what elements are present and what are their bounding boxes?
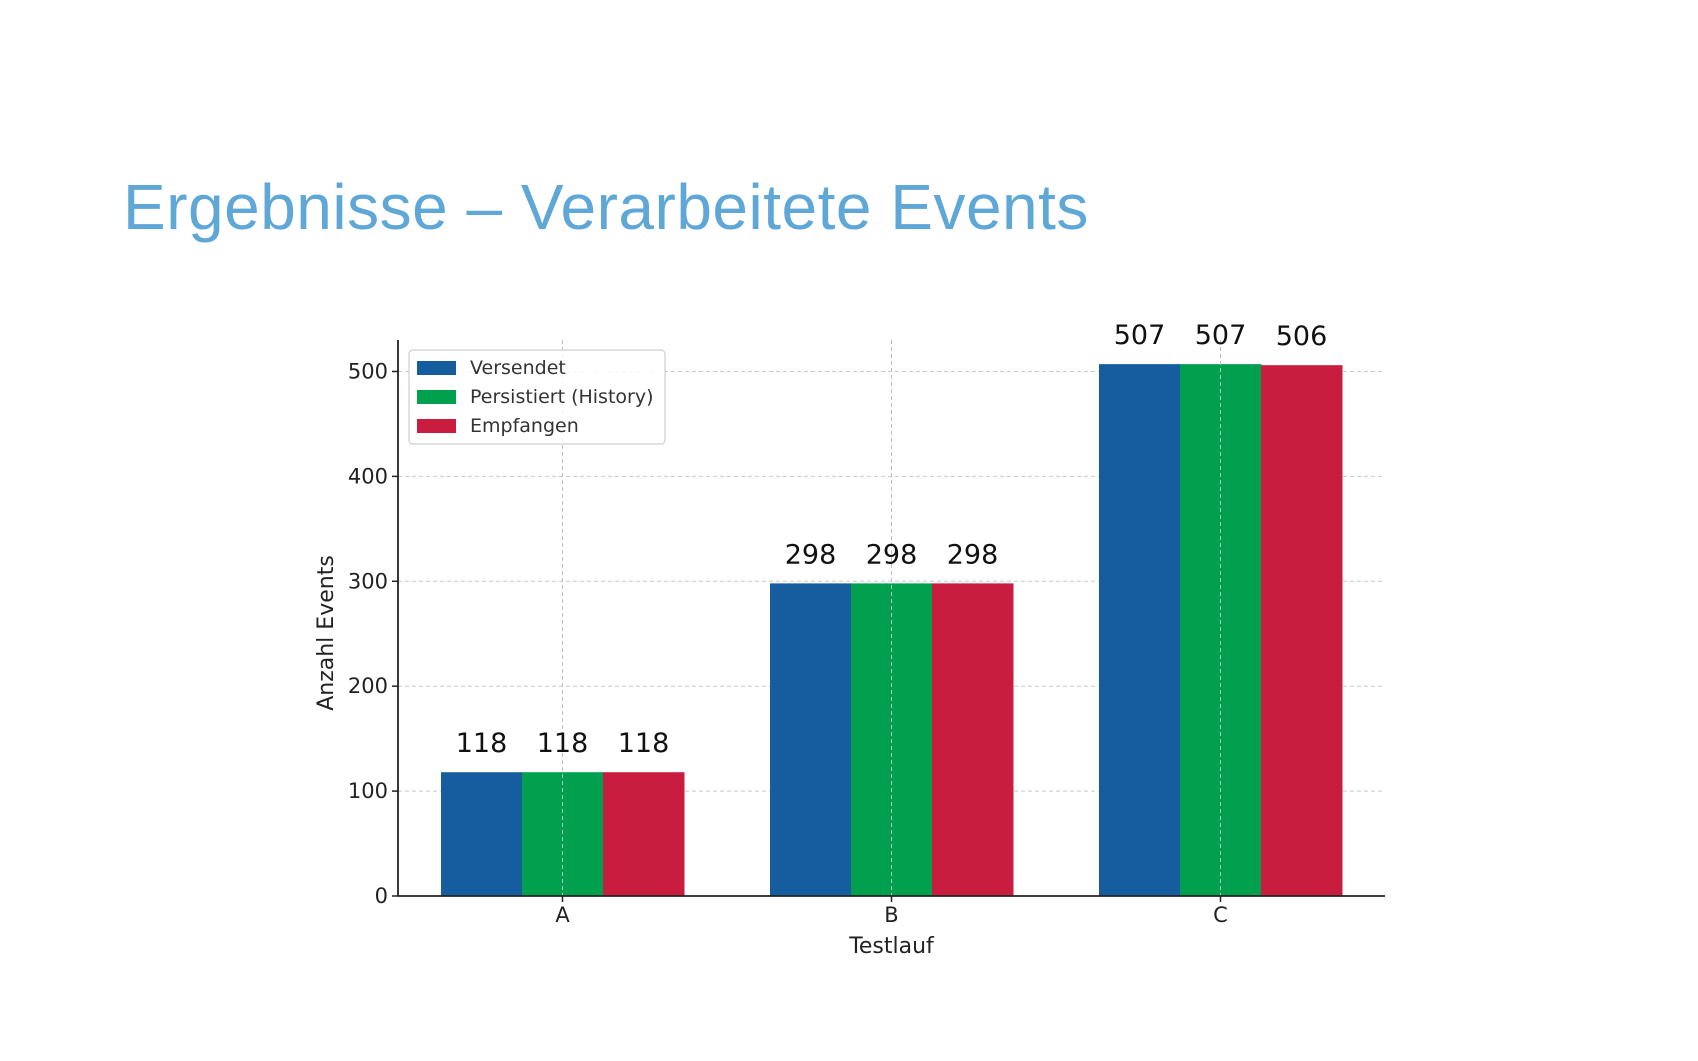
y-tick-label: 0	[375, 884, 388, 908]
legend-label: Empfangen	[470, 415, 579, 437]
legend: Versendet Persistiert (History) Empfangen	[408, 349, 666, 445]
data-labels: 118 298 507 118 298 507 118 298 506	[456, 320, 1328, 759]
bar	[1261, 365, 1343, 896]
data-label: 118	[537, 728, 589, 759]
data-label: 298	[785, 539, 837, 570]
y-tick-label: 200	[348, 674, 388, 698]
y-tick-labels: 0 100 200 300 400 500	[348, 359, 398, 908]
legend-label: Persistiert (History)	[470, 386, 654, 408]
data-label: 506	[1276, 321, 1328, 352]
bar	[1099, 364, 1181, 896]
x-tick-label: B	[884, 903, 898, 927]
y-tick-label: 400	[348, 464, 388, 488]
bar	[932, 583, 1014, 896]
x-tick-labels: A B C	[555, 896, 1228, 927]
bar	[603, 772, 685, 896]
data-label: 118	[456, 728, 508, 759]
bar	[770, 583, 852, 896]
slide-title: Ergebnisse – Verarbeitete Events	[123, 171, 1089, 243]
legend-box	[408, 349, 666, 445]
data-label: 507	[1195, 320, 1247, 351]
legend-swatch	[417, 419, 456, 433]
y-tick-label: 300	[348, 569, 388, 593]
y-tick-label: 100	[348, 779, 388, 803]
x-tick-label: A	[555, 903, 570, 927]
bar	[441, 772, 523, 896]
data-label: 118	[618, 728, 670, 759]
bars	[441, 340, 1343, 896]
legend-swatch	[417, 390, 456, 404]
y-axis-title: Anzahl Events	[314, 555, 339, 711]
x-axis-title: Testlauf	[848, 934, 935, 959]
legend-label: Versendet	[470, 357, 566, 379]
data-label: 298	[866, 539, 918, 570]
data-label: 507	[1114, 320, 1166, 351]
legend-swatch	[417, 361, 456, 375]
y-tick-label: 500	[348, 359, 388, 383]
x-tick-label: C	[1213, 903, 1228, 927]
data-label: 298	[947, 539, 999, 570]
